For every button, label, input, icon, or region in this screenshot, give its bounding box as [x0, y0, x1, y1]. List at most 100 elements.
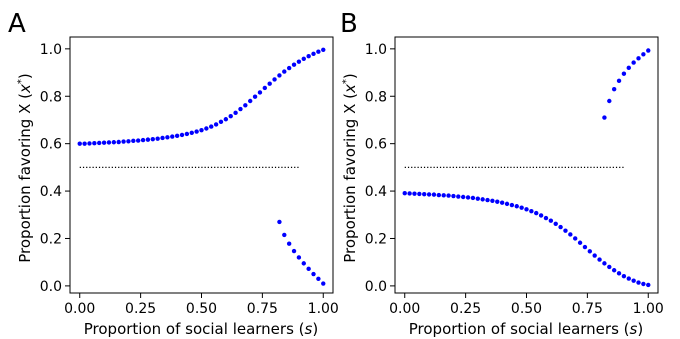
data-point [291, 248, 297, 254]
y-tick-label: 0.2 [40, 231, 62, 247]
data-point [223, 117, 229, 122]
data-point [135, 138, 141, 143]
data-point [641, 52, 646, 57]
data-point [441, 193, 446, 198]
data-point [316, 276, 321, 281]
data-point [626, 276, 631, 281]
x-tick-label: 0.50 [511, 301, 542, 317]
data-point [126, 139, 131, 144]
y-tick-label: 0.6 [40, 137, 62, 153]
data-point [616, 271, 622, 276]
data-point [460, 194, 466, 200]
data-point [475, 196, 480, 201]
y-tick-label: 0.4 [40, 184, 62, 200]
x-tick-label: 1.00 [633, 301, 664, 317]
y-tick-label: 0.0 [365, 279, 387, 295]
data-point [145, 137, 151, 142]
data-point [602, 261, 607, 266]
data-point [286, 241, 292, 246]
data-point [509, 202, 515, 208]
data-point [582, 244, 588, 250]
data-point [194, 129, 199, 134]
data-point [282, 69, 287, 74]
data-point [243, 103, 248, 108]
panel-a: A Proportion favoring X (x*) Proportion … [8, 9, 339, 338]
data-point [296, 59, 302, 64]
data-point [470, 195, 476, 201]
data-point [321, 47, 326, 52]
data-point [465, 195, 471, 200]
x-tick-label: 0.75 [572, 301, 603, 317]
data-point [558, 224, 563, 230]
x-tick-label: 0.00 [389, 301, 420, 317]
data-point [262, 85, 268, 91]
x-axis-label: Proportion of social learners (s) [409, 320, 643, 338]
data-point [495, 199, 500, 204]
data-point [213, 122, 219, 127]
data-point [422, 191, 427, 197]
x-tick-label: 0.25 [125, 301, 156, 317]
data-point [577, 240, 583, 245]
data-point [165, 135, 170, 140]
data-point [446, 193, 451, 198]
panel-letter: B [340, 9, 358, 39]
data-point [611, 268, 617, 273]
y-tick-label: 0.6 [365, 137, 387, 153]
data-point [189, 130, 194, 135]
data-point [257, 90, 263, 95]
data-point [573, 236, 578, 241]
data-point [218, 119, 224, 125]
data-point [616, 78, 622, 84]
data-point [514, 204, 519, 209]
data-point [621, 273, 627, 279]
data-point [267, 81, 272, 86]
x-axis-label: Proportion of social learners (s) [84, 320, 318, 338]
data-point [277, 219, 282, 225]
data-point [228, 113, 233, 119]
data-point [451, 193, 456, 199]
data-point [490, 198, 495, 203]
data-point [456, 194, 461, 199]
data-point [646, 48, 651, 53]
data-point [155, 136, 160, 141]
y-tick-label: 0.8 [365, 89, 387, 105]
data-point [499, 200, 505, 205]
data-point [131, 138, 136, 144]
data-point [543, 215, 549, 221]
data-point [82, 141, 87, 146]
data-point [184, 131, 190, 137]
data-point [311, 271, 316, 277]
data-point [524, 207, 529, 212]
data-point [636, 280, 641, 285]
data-point [272, 77, 277, 82]
data-point [597, 257, 602, 262]
data-point [412, 191, 417, 196]
data-point [306, 54, 311, 59]
data-point [607, 98, 612, 104]
data-point [417, 191, 422, 197]
data-point [301, 56, 306, 62]
data-point [602, 115, 607, 120]
y-tick-label: 0.8 [40, 89, 62, 105]
data-point [480, 197, 485, 202]
data-point [321, 281, 326, 286]
x-tick-label: 0.25 [450, 301, 481, 317]
data-point [306, 266, 311, 272]
data-point [311, 51, 316, 57]
x-tick-label: 0.00 [64, 301, 95, 317]
data-point [316, 49, 321, 54]
data-point [402, 191, 407, 196]
y-tick-label: 0.4 [365, 184, 387, 200]
data-point [563, 228, 568, 233]
data-point [150, 136, 155, 142]
data-point [641, 281, 646, 287]
data-point [426, 192, 432, 197]
x-tick-label: 0.50 [186, 301, 217, 317]
data-point [636, 56, 641, 61]
data-point [592, 253, 597, 258]
y-tick-label: 1.0 [40, 42, 62, 58]
panel-letter: A [8, 9, 26, 39]
data-point [282, 232, 287, 238]
panel-b: B Proportion favoring X (x*) Proportion … [340, 9, 664, 338]
